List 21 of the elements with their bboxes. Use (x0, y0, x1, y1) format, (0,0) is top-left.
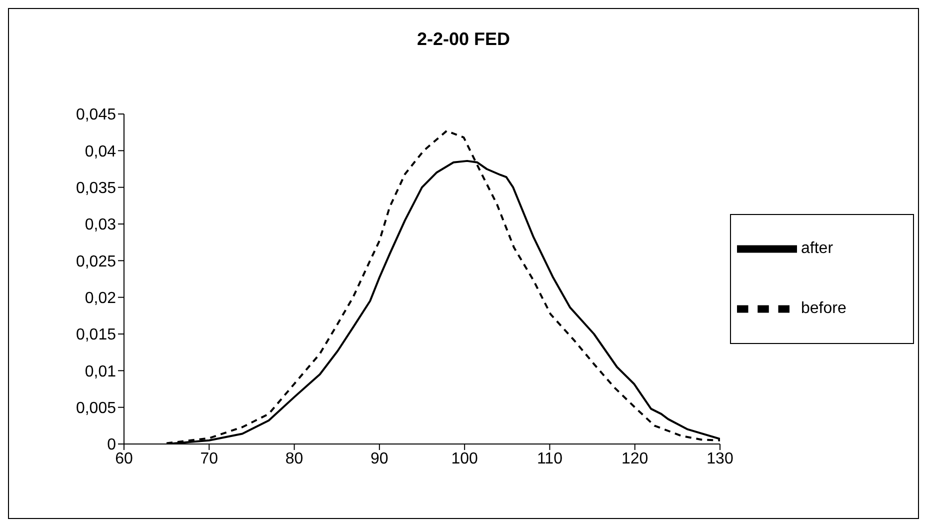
y-tick-label: 0,045 (76, 106, 116, 124)
x-tick-label: 60 (115, 450, 133, 468)
x-tick-label: 90 (370, 450, 388, 468)
chart-title: 2-2-00 FED (416, 29, 512, 51)
x-tick-label: 130 (706, 450, 734, 468)
legend-label: before (801, 300, 846, 318)
x-tick-label: 120 (622, 450, 648, 468)
y-tick-label: 0,02 (84, 290, 116, 308)
y-tick-label: 0,025 (76, 253, 116, 270)
y-tick-label: 0,04 (84, 143, 116, 160)
y-tick-label: 0,015 (76, 326, 116, 344)
y-tick-label: 0 (107, 436, 116, 454)
x-tick-label: 70 (200, 450, 218, 468)
y-tick-label: 0,03 (84, 216, 116, 234)
y-tick-label: 0,005 (76, 400, 116, 418)
legend-label: after (801, 240, 834, 258)
y-tick-label: 0,01 (84, 363, 116, 380)
x-tick-label: 80 (285, 450, 304, 468)
x-tick-label: 110 (536, 450, 563, 468)
x-tick-label: 100 (451, 450, 478, 468)
y-tick-label: 0,035 (76, 180, 116, 198)
